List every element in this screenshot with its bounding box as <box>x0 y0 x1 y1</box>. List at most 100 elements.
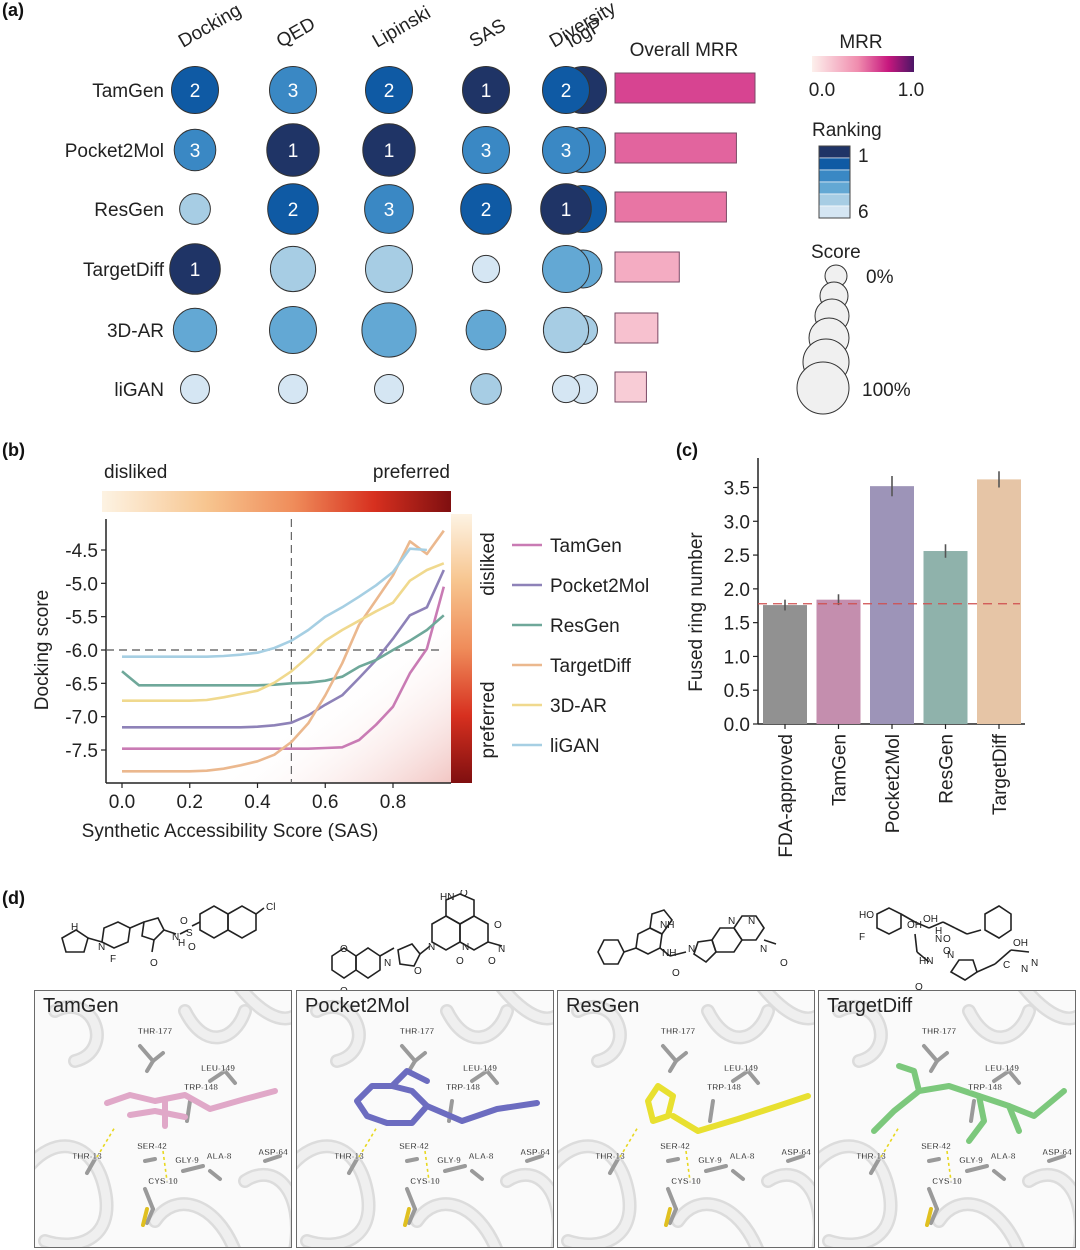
ligand-stick <box>896 1063 922 1094</box>
x-axis-label: Synthetic Accessibility Score (SAS) <box>82 821 379 842</box>
score-bubble <box>266 123 320 177</box>
x-tick-label: 0.2 <box>177 792 203 813</box>
ligand-stick <box>871 1083 1067 1134</box>
residue-stick <box>935 1051 949 1063</box>
ranking-swatch <box>818 205 851 219</box>
ligand-stick <box>424 1100 540 1124</box>
y-tick-label: -5.0 <box>65 574 98 595</box>
rank-number: 2 <box>384 81 395 102</box>
protein-ribbon-highlight <box>502 1170 553 1247</box>
row-label: 3D-AR <box>107 321 164 342</box>
atom-label: S <box>186 928 193 939</box>
protein-ribbon-highlight <box>1024 1170 1075 1247</box>
mrr-colorbar <box>812 56 914 72</box>
atom-label: F <box>859 932 865 943</box>
residue-label: THR-177 <box>661 1026 696 1036</box>
atom-label: O <box>943 946 951 957</box>
atom-label: N <box>935 934 942 945</box>
ranking-swatch <box>818 169 851 183</box>
rank-number: 1 <box>288 141 299 162</box>
protein-ribbon-highlight <box>499 991 553 1023</box>
atom-label: N <box>172 932 179 943</box>
residue-stick <box>965 1164 989 1173</box>
x-tick-label: TargetDiff <box>990 733 1011 815</box>
atom-label: H <box>178 938 185 949</box>
residue-label: ASP-64 <box>781 1147 811 1157</box>
residue-stick <box>470 1069 489 1083</box>
pose-title: Pocket2Mol <box>305 995 410 1017</box>
mrr-bar <box>614 312 659 344</box>
residue-stick <box>143 1157 157 1163</box>
score-bubble <box>462 66 510 114</box>
panel-label-d: (d) <box>2 888 25 908</box>
panel-b-line-chart: disliked preferred disliked preferred 0.… <box>32 462 649 842</box>
hydrogen-bond <box>946 1150 952 1182</box>
cysteine-sulfur <box>141 1207 149 1227</box>
side-bar-top-label: disliked <box>478 532 499 595</box>
residue-label: THR-13 <box>334 1151 364 1161</box>
atom-label: H <box>71 922 78 933</box>
y-tick-label: -6.0 <box>65 641 98 662</box>
score-bubble <box>364 184 414 234</box>
atom-label: HN <box>440 892 454 903</box>
atom-label: NH <box>662 948 676 959</box>
bar <box>870 486 914 724</box>
residue-label: LEU-149 <box>985 1063 1019 1073</box>
preference-side-colorbar <box>451 514 472 783</box>
residue-label: ALA-8 <box>990 1151 1015 1161</box>
column-header: Docking <box>175 0 245 52</box>
top-bar-right-label: preferred <box>373 462 450 483</box>
rank-number: 3 <box>481 141 492 162</box>
protein-ribbon-highlight <box>763 1170 814 1247</box>
x-tick-label: 0.6 <box>312 792 338 813</box>
ligand-stick <box>389 1068 430 1089</box>
row-label: TargetDiff <box>83 260 165 281</box>
residue-stick <box>668 1207 678 1225</box>
rank-number: 1 <box>481 81 492 102</box>
protein-ribbon-highlight <box>35 1141 111 1247</box>
x-tick-label: 0.8 <box>380 792 406 813</box>
legend-label: 3D-AR <box>550 696 607 717</box>
residue-label: SER-42 <box>399 1141 429 1151</box>
residue-label: TRP-148 <box>968 1082 1002 1092</box>
atom-label: O <box>943 934 951 945</box>
protein-ribbon-highlight <box>834 1002 886 1066</box>
rank-number: 3 <box>561 141 572 162</box>
residue-stick <box>347 1157 359 1175</box>
atom-label: O <box>672 968 680 979</box>
row-label: ResGen <box>94 200 164 221</box>
residue-stick <box>927 1187 939 1211</box>
residue-stick <box>927 1157 941 1163</box>
score-bubble <box>542 306 590 354</box>
atom-label: OH <box>923 914 938 925</box>
y-tick-label: 0.0 <box>724 715 750 736</box>
series-line <box>122 562 445 703</box>
residue-stick <box>969 1099 976 1123</box>
residue-label: TRP-148 <box>446 1082 480 1092</box>
legend-label: TamGen <box>550 536 622 557</box>
score-bubble <box>540 183 592 235</box>
residue-stick <box>223 1069 237 1085</box>
pose-title: TamGen <box>43 995 119 1017</box>
ligand-stick <box>1006 1103 1022 1134</box>
residue-label: CYS-10 <box>932 1176 962 1186</box>
legend-label: TargetDiff <box>550 656 632 677</box>
atom-label: N <box>384 958 391 969</box>
mrr-bar <box>614 371 647 403</box>
ligand-stick <box>645 1083 676 1124</box>
rank-number: 1 <box>561 200 572 221</box>
x-tick-label: 0.4 <box>244 792 271 813</box>
protein-ribbon-highlight <box>180 1006 250 1042</box>
atom-label: N <box>947 950 954 961</box>
residue-label: TRP-148 <box>184 1082 218 1092</box>
protein-render: THR-177 LEU-149 TRP-148 SER-42 THR-13 GLY-9 AL… <box>558 991 814 1247</box>
atom-label: O <box>460 890 468 899</box>
score-bubble <box>269 66 317 114</box>
atom-label: Cl <box>266 902 275 913</box>
atom-label: O <box>150 958 158 969</box>
protein-ribbon-highlight <box>703 1006 773 1042</box>
pocket2mol-structure: HNONNOONOOONO <box>331 890 505 997</box>
mrr-bar <box>614 132 737 164</box>
score-legend-max: 100% <box>862 380 911 401</box>
panel-label-c: (c) <box>676 440 698 460</box>
